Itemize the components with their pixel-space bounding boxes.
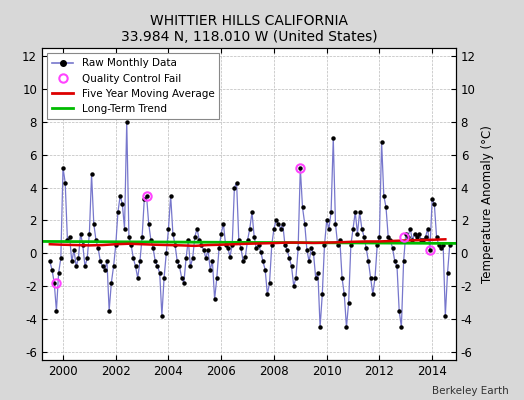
Title: WHITTIER HILLS CALIFORNIA
33.984 N, 118.010 W (United States): WHITTIER HILLS CALIFORNIA 33.984 N, 118.… — [121, 14, 377, 44]
Y-axis label: Temperature Anomaly (°C): Temperature Anomaly (°C) — [482, 125, 494, 283]
Text: Berkeley Earth: Berkeley Earth — [432, 386, 508, 396]
Legend: Raw Monthly Data, Quality Control Fail, Five Year Moving Average, Long-Term Tren: Raw Monthly Data, Quality Control Fail, … — [47, 53, 220, 119]
